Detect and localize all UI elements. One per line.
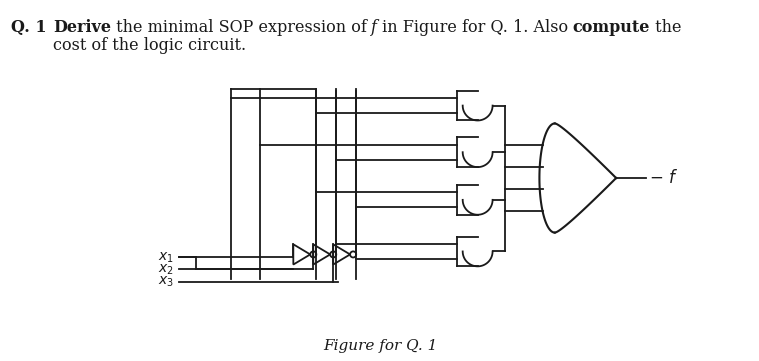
Text: f: f	[371, 19, 377, 36]
Text: Figure for Q. 1: Figure for Q. 1	[323, 339, 437, 353]
Text: in Figure for Q. 1. Also: in Figure for Q. 1. Also	[377, 19, 573, 36]
Text: $x_3$: $x_3$	[158, 275, 174, 290]
Text: Q. 1: Q. 1	[11, 19, 47, 36]
Text: cost of the logic circuit.: cost of the logic circuit.	[53, 37, 247, 54]
Text: the: the	[650, 19, 681, 36]
Text: the minimal SOP expression of: the minimal SOP expression of	[111, 19, 372, 36]
Text: $x_2$: $x_2$	[158, 262, 174, 277]
Text: $x_1$: $x_1$	[158, 250, 174, 265]
Text: Derive: Derive	[53, 19, 112, 36]
Text: compute: compute	[572, 19, 650, 36]
Text: − $f$: − $f$	[649, 169, 679, 187]
